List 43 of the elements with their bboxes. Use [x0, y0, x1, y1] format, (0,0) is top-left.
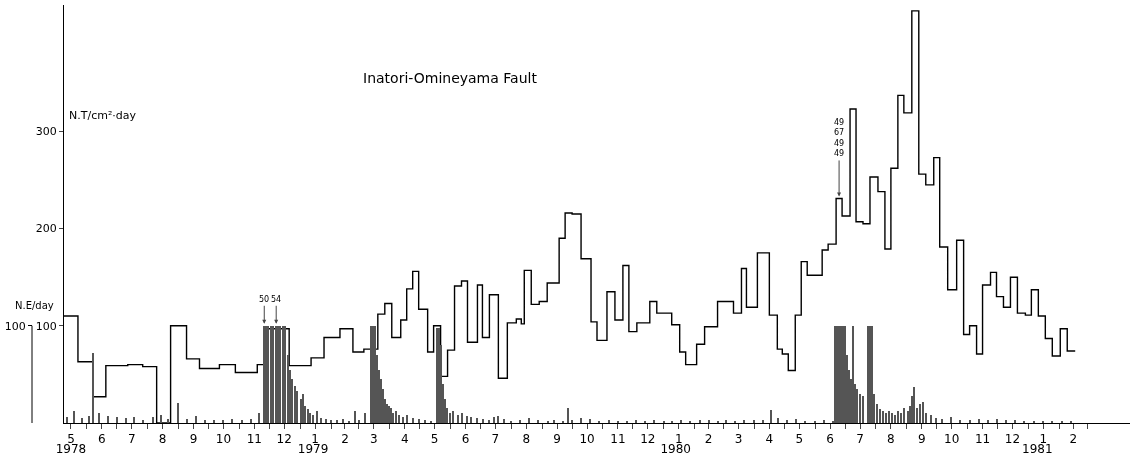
- y2-tick-label: 100: [4, 319, 26, 333]
- y-axis-title: N.T/cm²·day: [69, 109, 137, 122]
- x-tick-label: 9: [917, 432, 926, 447]
- y-tick-label: 300: [35, 125, 57, 139]
- x-tick-label: 5: [795, 432, 804, 447]
- x-tick-label: 2: [341, 432, 349, 447]
- x-tick-label: 11: [974, 432, 991, 447]
- x2-tick-label: 1981: [1022, 442, 1053, 456]
- x-tick-label: 9: [553, 432, 561, 447]
- annotation: 54: [271, 295, 282, 304]
- x-tick-label: 4: [765, 432, 774, 447]
- x-tick-label: 3: [370, 432, 378, 447]
- x-tick-label: 4: [400, 432, 409, 447]
- x-tick-label: 2: [704, 432, 713, 447]
- x-tick-label: 9: [189, 432, 198, 447]
- x-tick-label: 8: [887, 432, 895, 447]
- x-tick-label: 5: [430, 432, 439, 447]
- annotation: 49 67 49 49: [834, 118, 845, 159]
- x-tick-label: 8: [522, 432, 531, 447]
- x-tick-label: 10: [215, 432, 232, 447]
- x-tick-label: 12: [276, 432, 292, 447]
- x-tick-label: 6: [826, 432, 834, 447]
- annotation: 50: [259, 295, 270, 304]
- y-tick-label: 200: [35, 222, 57, 236]
- x2-tick-label: 1979: [297, 442, 329, 456]
- x-tick-label: 7: [491, 432, 500, 447]
- x2-tick-label: 1980: [660, 442, 691, 456]
- x-tick-label: 10: [579, 432, 595, 447]
- x-tick-label: 7: [127, 432, 136, 447]
- y2-axis-title: N.E/day: [15, 300, 54, 311]
- x-tick-label: 3: [734, 432, 743, 447]
- x-tick-label: 7: [856, 432, 864, 447]
- text: Inatori-Omineyama Fault: [363, 70, 538, 86]
- x-tick-label: 11: [246, 432, 262, 447]
- x-tick-label: 10: [944, 432, 960, 447]
- x-tick-label: 8: [158, 432, 167, 447]
- y-tick-label: 100: [35, 319, 57, 333]
- x-tick-label: 11: [610, 432, 626, 447]
- x-tick-label: 12: [1004, 432, 1021, 447]
- x-tick-label: 2: [1069, 432, 1078, 447]
- x-tick-label: 12: [640, 432, 656, 447]
- x-tick-label: 6: [98, 432, 106, 447]
- x-tick-label: 6: [461, 432, 470, 447]
